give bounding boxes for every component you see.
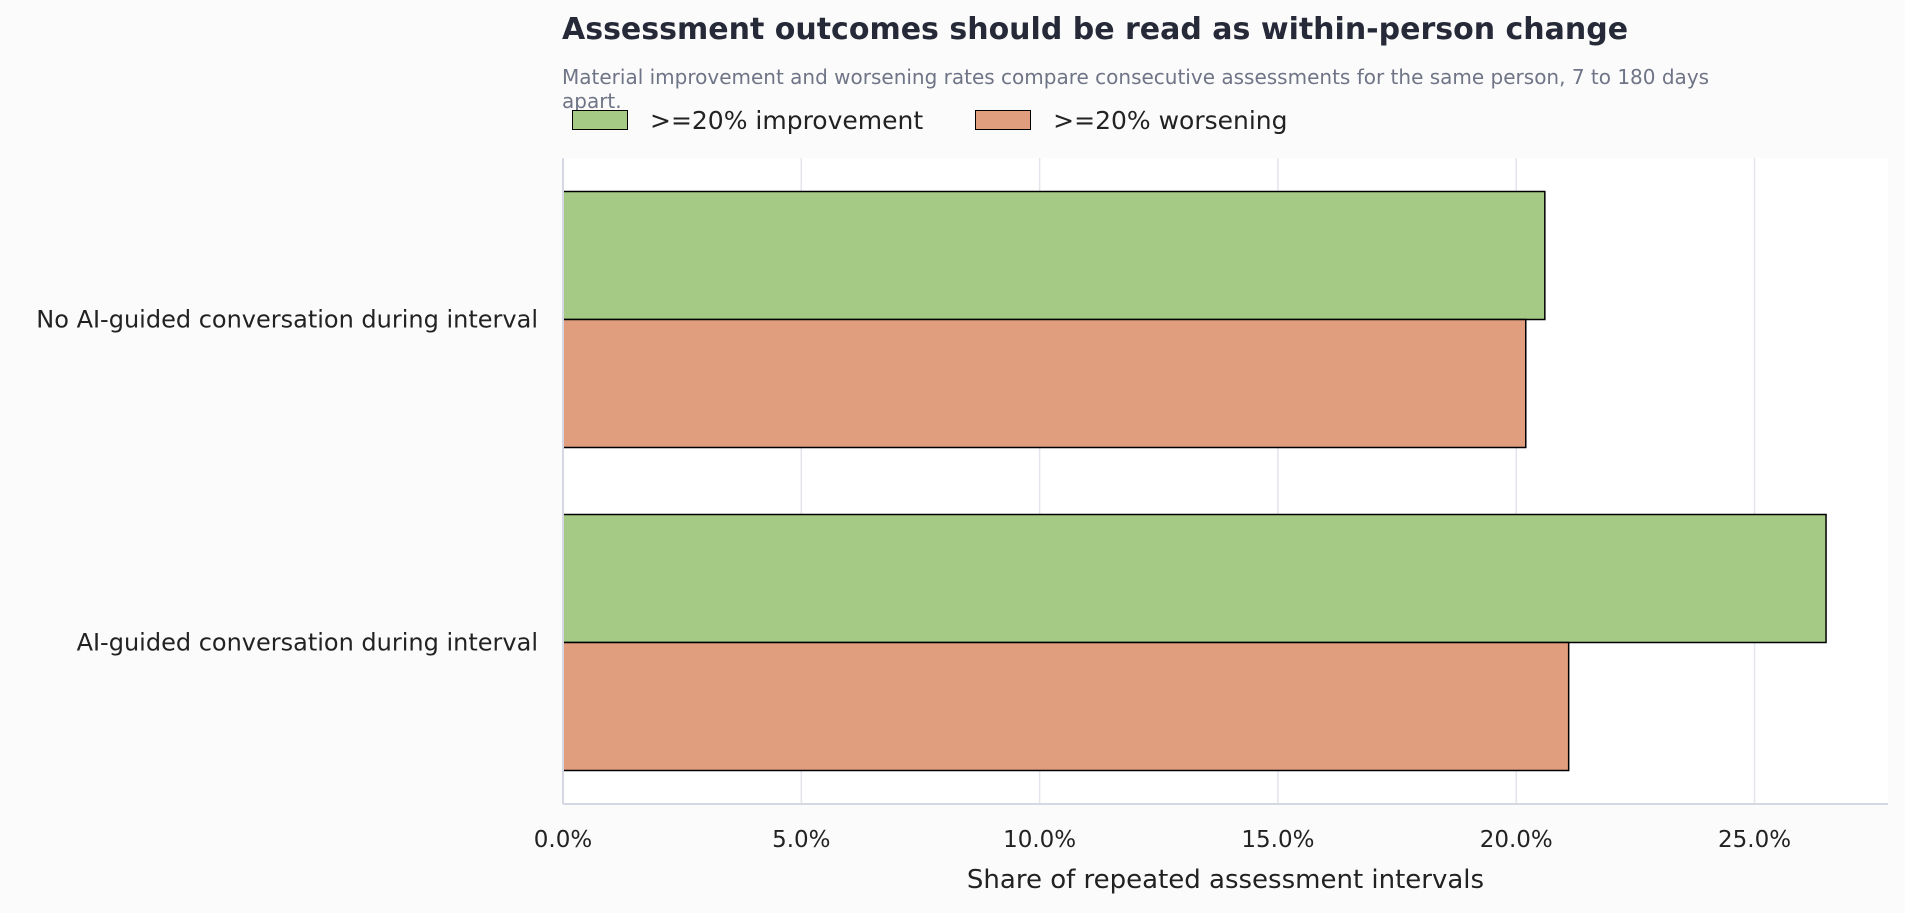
x-tick-label: 0.0% (534, 827, 592, 853)
x-tick-label: 25.0% (1718, 827, 1791, 853)
legend-label-improvement: >=20% improvement (650, 105, 924, 135)
x-tick-label: 5.0% (772, 827, 830, 853)
legend-swatch-worsening (975, 110, 1032, 130)
x-tick-label: 15.0% (1241, 827, 1314, 853)
x-axis-title: Share of repeated assessment intervals (967, 865, 1484, 895)
bar-improvement-0 (562, 190, 1546, 321)
legend-label-worsening: >=20% worsening (1053, 105, 1288, 135)
bar-worsening-0 (562, 318, 1527, 449)
bar-improvement-1 (562, 513, 1827, 644)
chart-title: Assessment outcomes should be read as wi… (562, 12, 1629, 47)
chart-subtitle: Material improvement and worsening rates… (562, 65, 1710, 113)
bar-worsening-1 (562, 641, 1570, 772)
category-label: AI-guided conversation during interval (77, 629, 538, 657)
legend: >=20% improvement >=20% worsening (572, 104, 1340, 136)
legend-item-worsening: >=20% worsening (975, 105, 1288, 135)
x-tick-label: 10.0% (1003, 827, 1076, 853)
legend-swatch-improvement (572, 110, 628, 130)
x-tick-label: 20.0% (1480, 827, 1553, 853)
category-label: No AI-guided conversation during interva… (36, 306, 538, 334)
legend-item-improvement: >=20% improvement (572, 106, 923, 135)
